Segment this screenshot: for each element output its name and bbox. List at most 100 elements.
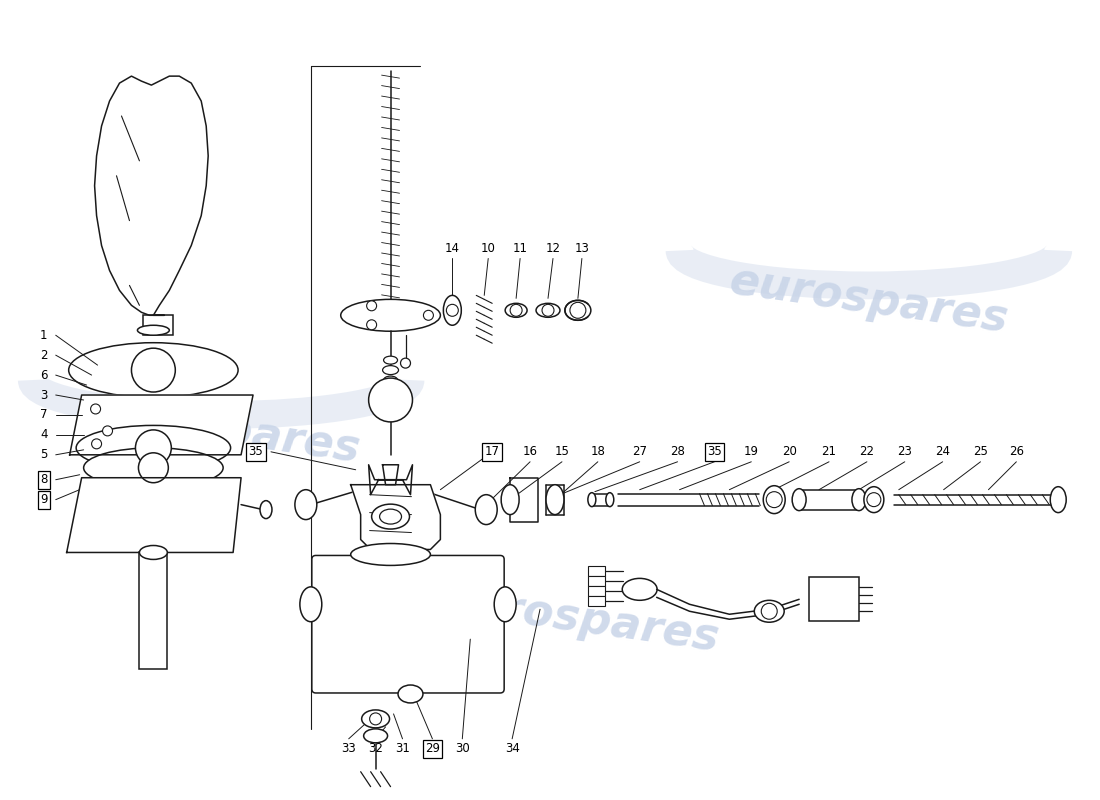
Circle shape [370, 713, 382, 725]
Circle shape [761, 603, 778, 619]
Ellipse shape [372, 504, 409, 529]
Text: eurospares: eurospares [727, 259, 1011, 342]
Text: 9: 9 [40, 493, 47, 506]
Polygon shape [95, 76, 208, 315]
Bar [587, 576, 605, 586]
Circle shape [91, 439, 101, 449]
Ellipse shape [1050, 486, 1066, 513]
Ellipse shape [140, 546, 167, 559]
Text: 13: 13 [574, 242, 590, 255]
Text: 32: 32 [368, 742, 383, 755]
Circle shape [132, 348, 175, 392]
Text: 22: 22 [859, 446, 874, 458]
Text: 1: 1 [40, 329, 47, 342]
Ellipse shape [84, 448, 223, 488]
Ellipse shape [536, 303, 560, 318]
Text: 7: 7 [40, 409, 47, 422]
Bar [143, 315, 174, 335]
Ellipse shape [362, 710, 389, 728]
Text: 11: 11 [513, 242, 528, 255]
Bar [810, 578, 859, 622]
Circle shape [424, 310, 433, 320]
Ellipse shape [384, 376, 397, 384]
Bar [140, 553, 167, 669]
Circle shape [368, 378, 412, 422]
Circle shape [102, 426, 112, 436]
Text: 17: 17 [485, 446, 499, 458]
Circle shape [510, 304, 522, 316]
Text: 25: 25 [974, 446, 988, 458]
Text: 16: 16 [522, 446, 538, 458]
Polygon shape [510, 478, 538, 522]
Circle shape [767, 492, 782, 508]
Text: 35: 35 [707, 446, 722, 458]
Text: 33: 33 [341, 742, 356, 755]
Ellipse shape [76, 426, 231, 470]
Ellipse shape [384, 356, 397, 364]
Text: 23: 23 [898, 446, 912, 458]
Circle shape [139, 453, 168, 482]
Ellipse shape [587, 493, 596, 506]
Ellipse shape [379, 509, 401, 524]
Ellipse shape [502, 485, 519, 514]
Ellipse shape [851, 489, 866, 510]
Circle shape [570, 302, 586, 318]
Ellipse shape [565, 300, 591, 320]
Ellipse shape [351, 543, 430, 566]
Ellipse shape [606, 493, 614, 506]
Text: eurospares: eurospares [438, 578, 723, 660]
Text: 5: 5 [40, 448, 47, 462]
Text: 15: 15 [554, 446, 570, 458]
Ellipse shape [755, 600, 784, 622]
Text: 19: 19 [744, 446, 759, 458]
Ellipse shape [864, 486, 883, 513]
Circle shape [135, 430, 172, 466]
Ellipse shape [68, 342, 238, 398]
Text: 34: 34 [505, 742, 519, 755]
Circle shape [447, 304, 459, 316]
Circle shape [542, 304, 554, 316]
Ellipse shape [494, 587, 516, 622]
Text: 8: 8 [40, 474, 47, 486]
Ellipse shape [443, 295, 461, 326]
Text: 31: 31 [395, 742, 410, 755]
Text: 21: 21 [822, 446, 836, 458]
Ellipse shape [341, 299, 440, 331]
Ellipse shape [623, 578, 657, 600]
Ellipse shape [546, 485, 564, 514]
Text: 29: 29 [425, 742, 440, 755]
Text: 20: 20 [782, 446, 796, 458]
Text: 26: 26 [1009, 446, 1024, 458]
Circle shape [366, 301, 376, 310]
Bar [587, 566, 605, 576]
Text: 35: 35 [249, 446, 263, 458]
Circle shape [867, 493, 881, 506]
Text: 6: 6 [40, 369, 47, 382]
Bar [587, 596, 605, 606]
Ellipse shape [398, 685, 422, 703]
Polygon shape [351, 485, 440, 550]
Bar [587, 586, 605, 596]
Polygon shape [69, 395, 253, 455]
Ellipse shape [364, 729, 387, 743]
Ellipse shape [383, 366, 398, 374]
Text: 18: 18 [591, 446, 605, 458]
Polygon shape [383, 465, 398, 485]
Ellipse shape [295, 490, 317, 519]
Circle shape [366, 320, 376, 330]
Text: 3: 3 [40, 389, 47, 402]
Ellipse shape [260, 501, 272, 518]
Text: 30: 30 [455, 742, 470, 755]
Text: 2: 2 [40, 349, 47, 362]
Ellipse shape [792, 489, 806, 510]
Ellipse shape [505, 303, 527, 318]
Ellipse shape [138, 326, 169, 335]
Text: eurospares: eurospares [79, 389, 363, 470]
Ellipse shape [475, 494, 497, 525]
Polygon shape [67, 478, 241, 553]
Text: 4: 4 [40, 428, 47, 442]
Circle shape [400, 358, 410, 368]
Polygon shape [368, 465, 412, 494]
Text: 24: 24 [935, 446, 950, 458]
Circle shape [90, 404, 100, 414]
